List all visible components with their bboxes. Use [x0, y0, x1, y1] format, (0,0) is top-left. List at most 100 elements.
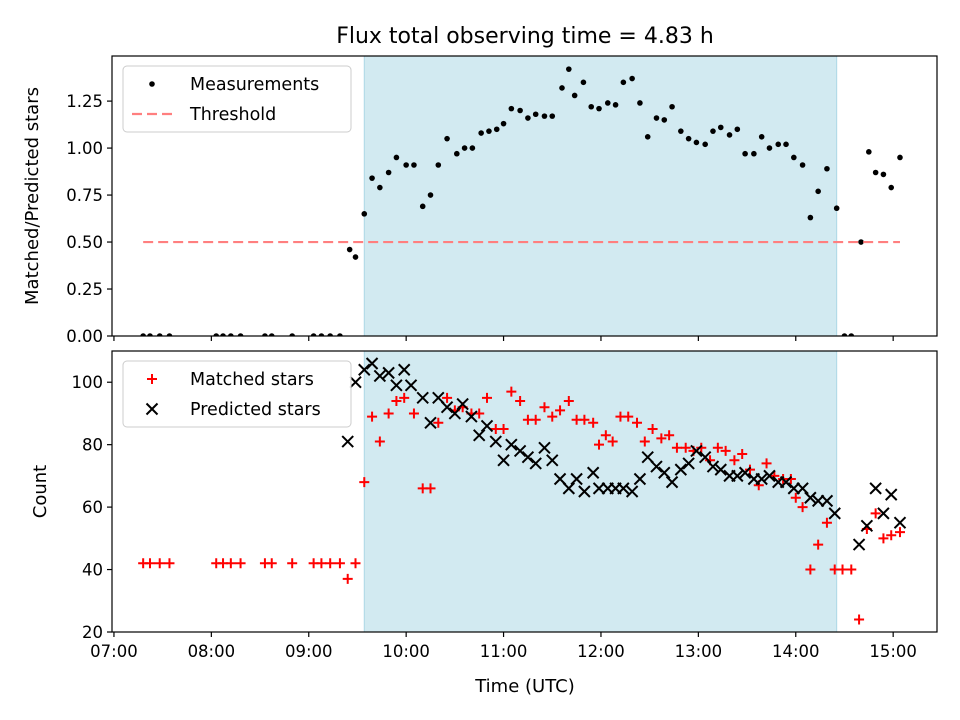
measurement-point	[403, 162, 409, 168]
predicted-star-point	[763, 469, 776, 483]
matched-star-point	[632, 417, 642, 428]
measurement-point	[702, 141, 708, 148]
x-tick-label: 12:00	[577, 642, 625, 661]
matched-star-point	[878, 533, 889, 544]
predicted-star-point	[562, 482, 576, 495]
predicted-star-point	[658, 466, 671, 479]
measurement-point	[807, 214, 814, 221]
predicted-star-point	[885, 488, 898, 501]
predicted-star-point	[617, 482, 630, 495]
predicted-star-point	[893, 516, 907, 529]
measurement-point	[268, 333, 275, 336]
x-tick-label: 07:00	[90, 642, 138, 661]
y-axis-label: Matched/Predicted stars	[22, 87, 43, 305]
y-tick-label: 0.25	[66, 280, 103, 299]
matched-star-point	[442, 392, 453, 403]
measurement-point	[841, 333, 848, 336]
matched-star-point	[785, 474, 796, 485]
measurement-point	[549, 113, 556, 119]
matched-star-point	[383, 408, 394, 419]
measurement-point	[478, 130, 484, 136]
predicted-star-point	[390, 379, 403, 392]
matched-star-point	[342, 573, 353, 584]
matched-star-point	[837, 564, 848, 575]
ratio-panel: 0.00 0.25 0.50 0.75 1.00 1.25 Matched/Predicte…	[22, 55, 938, 346]
series-predicted-stars	[341, 357, 907, 551]
predicted-star-point	[440, 400, 454, 414]
predicted-star-point	[592, 482, 606, 495]
measurement-point	[140, 333, 146, 336]
matched-star-point	[790, 492, 801, 503]
predicted-star-point	[521, 450, 535, 464]
matched-star-point	[805, 564, 816, 575]
predicted-star-point	[465, 410, 478, 423]
predicted-star-point	[625, 485, 639, 498]
matched-star-point	[359, 477, 370, 488]
legend: Matched stars Predicted stars	[122, 360, 352, 428]
measurement-point	[751, 150, 757, 157]
matched-star-point	[744, 464, 755, 475]
matched-star-point	[539, 402, 550, 413]
x-tick-label: 10:00	[382, 642, 430, 661]
measurement-point	[571, 92, 578, 99]
measurement-point	[880, 171, 887, 178]
predicted-star-point	[690, 444, 703, 458]
measurement-point	[653, 115, 660, 121]
predicted-star-point	[698, 450, 712, 464]
measurement-point	[588, 103, 595, 110]
x-axis-label: Time (UTC)	[474, 676, 575, 697]
plot-area	[140, 66, 903, 336]
measurement-point	[710, 128, 716, 134]
predicted-star-point	[755, 472, 768, 486]
y-tick-label: 0.75	[66, 186, 103, 205]
x-tick-label: 15:00	[869, 642, 917, 661]
measurement-point	[661, 117, 668, 123]
measurement-point	[289, 333, 295, 336]
predicted-star-point	[505, 438, 518, 451]
measurement-point	[783, 141, 789, 148]
predicted-star-point	[448, 407, 462, 420]
matched-star-point	[555, 405, 566, 416]
matched-star-point	[671, 442, 682, 453]
predicted-star-point	[382, 366, 395, 380]
predicted-star-point	[497, 454, 510, 467]
measurement-point	[166, 333, 173, 336]
matched-star-point	[287, 558, 298, 569]
y-tick-label: 60	[82, 498, 103, 517]
measurement-point	[508, 105, 515, 112]
x-tick-label: 14:00	[772, 642, 820, 661]
predicted-star-point	[650, 460, 663, 473]
predicted-star-point	[473, 429, 486, 442]
measurement-point	[693, 139, 700, 146]
matched-star-point	[374, 436, 385, 447]
measurement-point	[888, 184, 895, 191]
matched-star-point	[154, 558, 165, 569]
matched-star-point	[399, 392, 410, 403]
measurement-point	[369, 175, 375, 181]
plot-area	[138, 357, 907, 625]
matched-star-point	[870, 508, 881, 519]
predicted-star-point	[731, 469, 744, 483]
matched-star-point	[846, 564, 857, 575]
y-tick-label: 0.00	[66, 327, 103, 346]
matched-star-point	[886, 530, 897, 541]
legend-label: Threshold	[189, 105, 276, 125]
measurement-point	[766, 145, 773, 151]
predicted-star-point	[860, 519, 874, 533]
predicted-star-point	[796, 482, 809, 495]
matched-star-point	[729, 455, 740, 466]
matched-star-point	[408, 408, 419, 419]
y-tick-label: 1.00	[66, 139, 103, 158]
matched-star-point	[647, 424, 658, 435]
measurement-point	[824, 165, 830, 172]
y-tick-label: 40	[82, 561, 103, 580]
measurement-point	[419, 203, 426, 210]
predicted-star-point	[714, 463, 727, 476]
legend-measurement-swatch	[149, 81, 155, 87]
predicted-star-point	[349, 376, 362, 389]
measurement-point	[678, 128, 684, 134]
matched-star-point	[720, 445, 731, 456]
legend-matched-swatch	[147, 374, 157, 384]
matched-star-point	[530, 414, 541, 425]
